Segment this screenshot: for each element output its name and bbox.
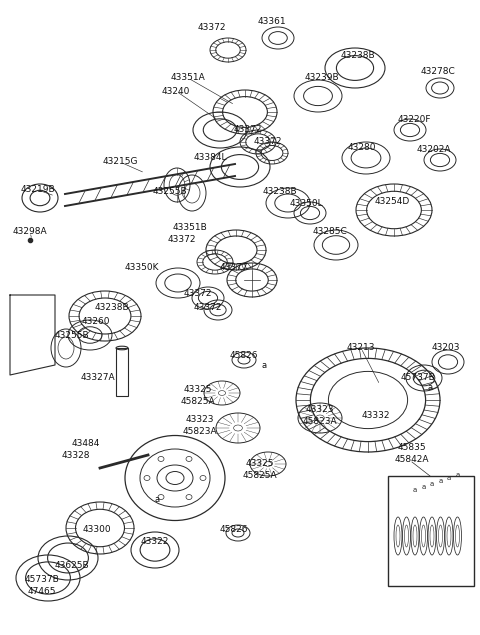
Text: 43377: 43377 [220,264,248,272]
Bar [116,348,128,396]
Text: 43384L: 43384L [193,154,227,163]
Text: 45826: 45826 [220,526,248,535]
Text: 43220F: 43220F [397,116,431,124]
Text: 43240: 43240 [162,86,190,95]
Text: 43285C: 43285C [312,227,348,236]
Text: 43202A: 43202A [417,145,451,154]
Text: 43322: 43322 [141,537,169,547]
Text: a: a [438,478,443,484]
Text: 43238B: 43238B [95,304,129,312]
Text: 45737B: 45737B [401,373,435,382]
Text: 43280: 43280 [348,144,376,152]
Text: 43372: 43372 [254,138,282,147]
Text: 43239B: 43239B [305,74,339,83]
Text: 43219B: 43219B [21,185,55,194]
Text: 43203: 43203 [432,344,460,352]
Text: 45823A: 45823A [183,427,217,436]
Text: 45842A: 45842A [395,455,429,464]
Text: a: a [447,475,451,481]
Text: 45835: 45835 [398,443,426,453]
Text: 43215G: 43215G [102,157,138,166]
Text: 43484: 43484 [72,439,100,448]
Text: 43328: 43328 [62,451,90,460]
Text: 43325: 43325 [246,460,274,469]
Text: 45825A: 45825A [243,471,277,479]
Text: 45823A: 45823A [303,417,337,425]
Text: a: a [427,384,432,392]
Text: 43323: 43323 [186,415,214,425]
Text: 47465: 47465 [28,587,56,596]
Text: 43625B: 43625B [55,561,89,570]
Text: 43372: 43372 [198,23,226,32]
Text: 43372: 43372 [184,290,212,298]
Text: 43332: 43332 [362,411,390,420]
Text: 43278C: 43278C [420,67,456,76]
Text: 43255B: 43255B [55,331,89,340]
Text: 43372: 43372 [194,304,222,312]
Text: 43351B: 43351B [173,224,207,232]
Text: 43323: 43323 [306,406,334,415]
Text: a: a [262,361,266,370]
Text: 43325: 43325 [184,385,212,394]
Text: a: a [430,481,434,487]
Text: a: a [456,472,460,478]
Text: 43238B: 43238B [341,51,375,60]
Text: 43361: 43361 [258,18,286,27]
Text: a: a [413,487,417,493]
Text: 43350K: 43350K [125,264,159,272]
Bar [388,476,474,586]
Text: 43372: 43372 [168,236,196,244]
Text: a: a [421,484,426,490]
Text: 43350L: 43350L [289,199,323,208]
Text: 45825A: 45825A [180,396,216,406]
Text: 45737B: 45737B [24,575,60,584]
Text: 43254D: 43254D [374,197,409,206]
Text: 43327A: 43327A [81,373,115,382]
Text: 43260: 43260 [82,318,110,326]
Text: 43351A: 43351A [170,74,205,83]
Text: 43255B: 43255B [153,187,187,196]
Text: 43238B: 43238B [263,187,297,196]
Text: 43300: 43300 [83,526,111,535]
Text: 45826: 45826 [230,351,258,359]
Text: 43298A: 43298A [12,227,48,236]
Text: 43213: 43213 [347,344,375,352]
Text: a: a [155,495,159,504]
Text: 43372: 43372 [234,126,262,135]
